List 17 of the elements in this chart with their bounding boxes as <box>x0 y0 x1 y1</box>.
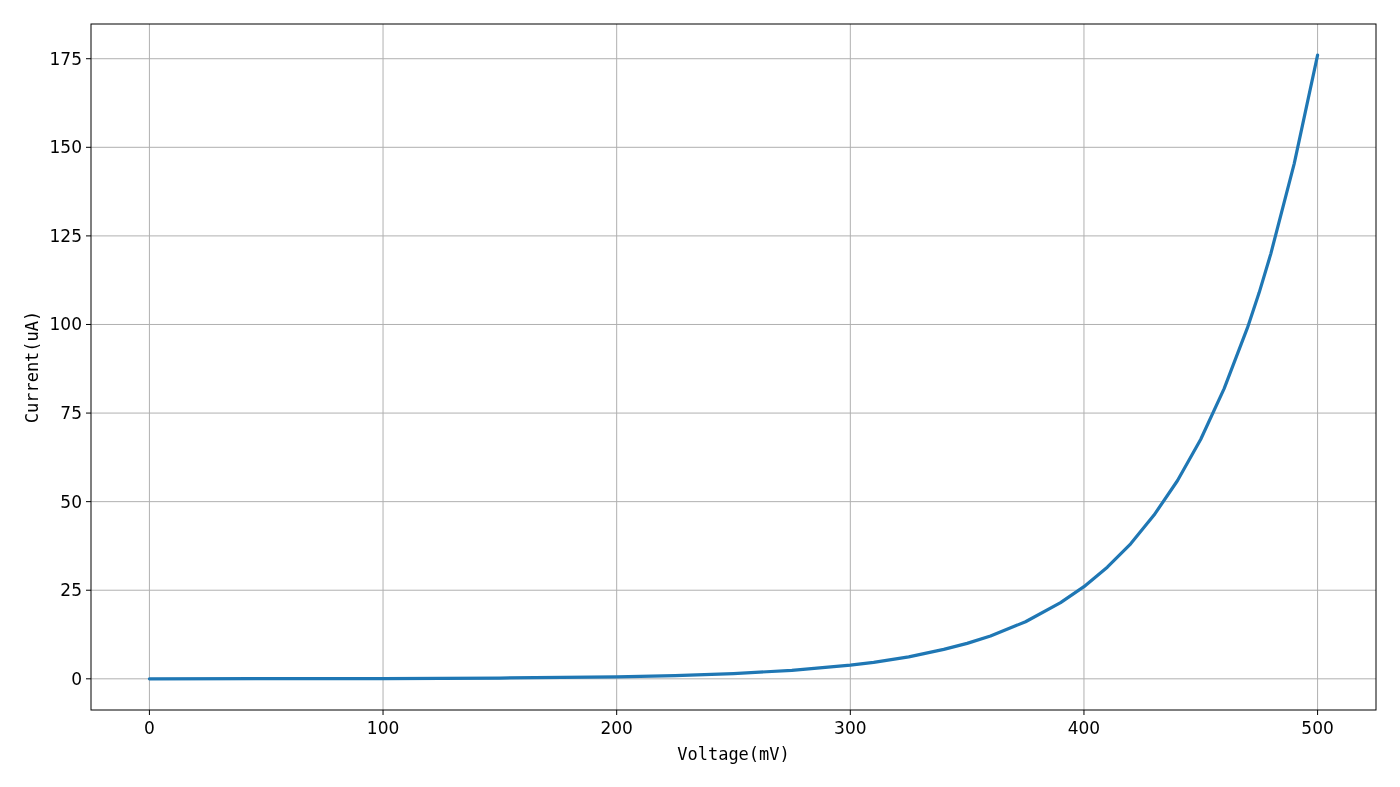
y-tick-label: 100 <box>49 314 82 335</box>
x-tick-label: 0 <box>144 718 155 738</box>
y-tick-label: 50 <box>60 491 82 512</box>
x-tick-label: 400 <box>1067 718 1101 738</box>
y-tick-label: 175 <box>49 48 82 69</box>
y-axis-title: Current(uA) <box>22 310 42 424</box>
x-axis-title: Voltage(mV) <box>677 744 790 764</box>
x-tick-label: 500 <box>1301 718 1334 738</box>
y-tick-label: 125 <box>49 225 82 246</box>
x-tick-label: 100 <box>366 718 400 738</box>
line-series <box>147 53 1320 681</box>
y-tick-label: 150 <box>49 137 82 158</box>
x-tick-label: 200 <box>600 718 633 738</box>
y-tick-label: 25 <box>60 580 82 601</box>
x-tick-label: 300 <box>834 718 867 738</box>
y-tick-label: 75 <box>60 403 82 424</box>
y-tick-label: 0 <box>71 668 82 689</box>
